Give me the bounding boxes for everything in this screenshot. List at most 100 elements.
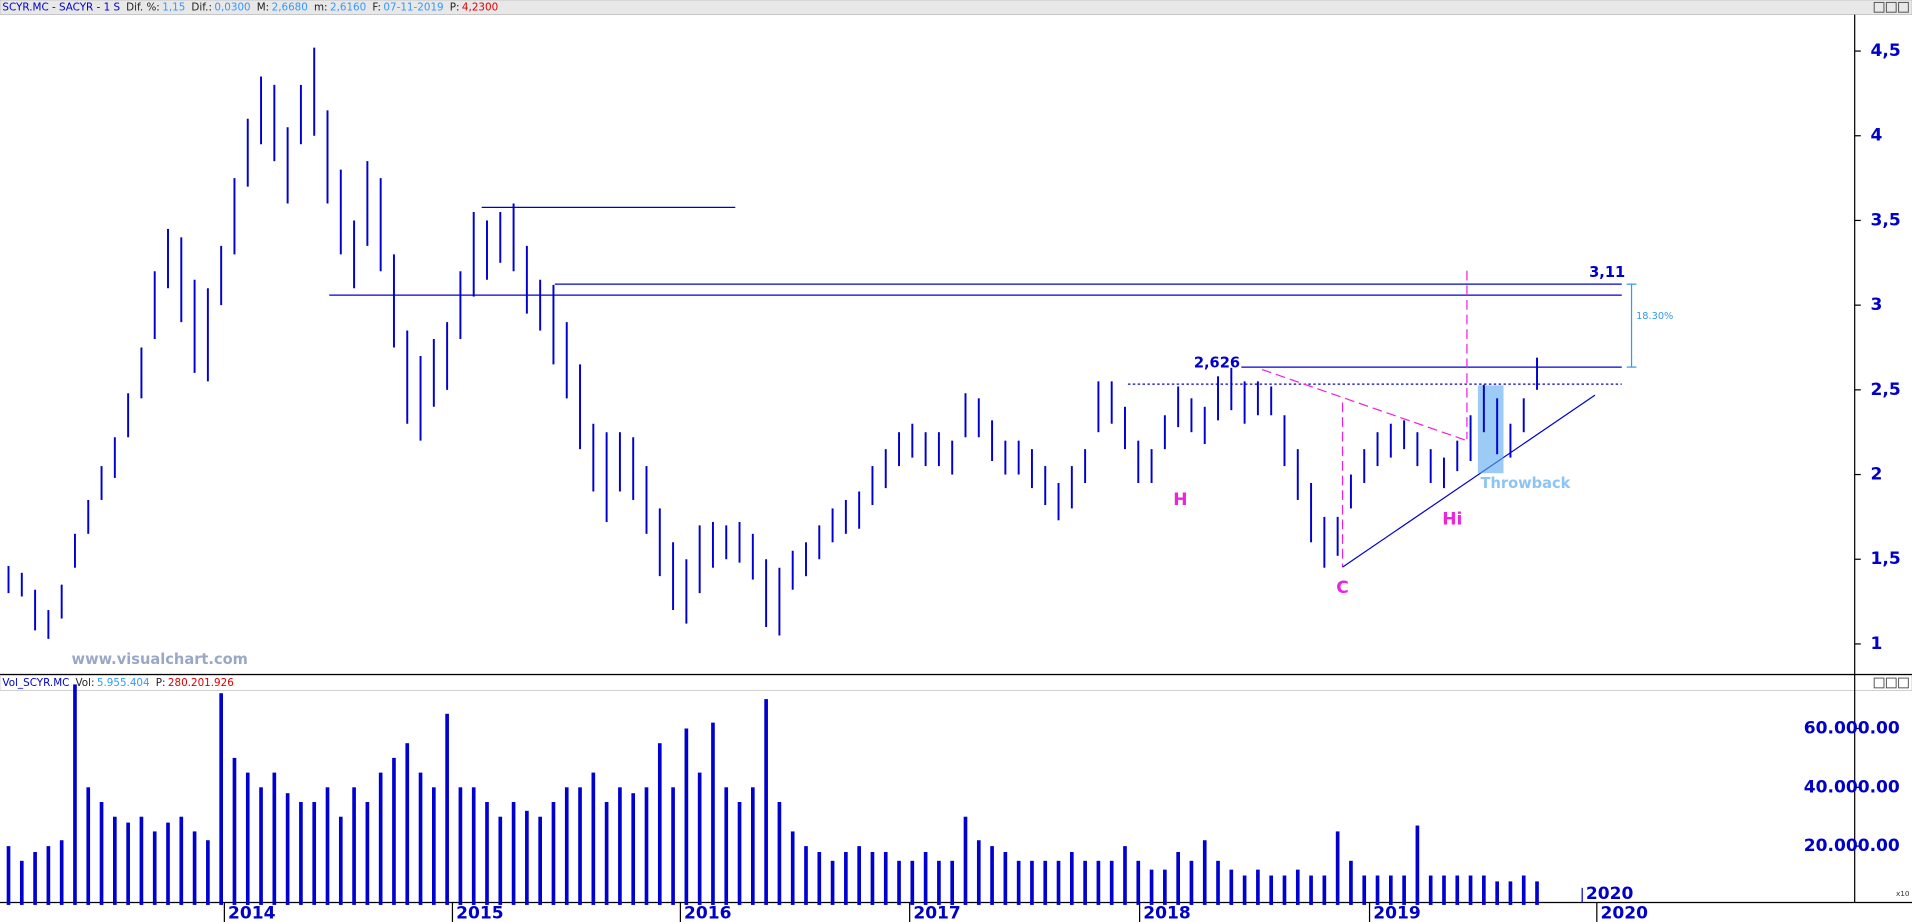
volume-bar xyxy=(179,816,184,905)
volume-bar xyxy=(937,860,941,905)
volume-bar xyxy=(1176,851,1180,905)
volume-bar xyxy=(551,802,556,905)
volume-bar xyxy=(232,757,237,905)
pane-header: Vol_SCYR.MC Vol: 5.955.404 P: 280.201.926 xyxy=(2,677,233,689)
volume-bar xyxy=(1069,851,1074,905)
minimize-button[interactable] xyxy=(1873,1,1885,13)
volume-bar xyxy=(19,860,24,905)
watermark: www.visualchart.com xyxy=(72,651,248,668)
volume-bar xyxy=(378,772,383,905)
close-button[interactable] xyxy=(1898,1,1909,13)
close-button[interactable] xyxy=(1898,677,1909,689)
volume-bar xyxy=(1149,869,1154,905)
pattern-line xyxy=(1261,368,1470,443)
volume-bar xyxy=(352,787,356,905)
header-field-label: P: xyxy=(450,1,460,13)
volume-bar xyxy=(312,802,317,905)
volume-bar xyxy=(1030,860,1034,905)
volume-bar xyxy=(671,787,675,905)
volume-bar xyxy=(1282,875,1287,905)
y-tick-label: 2,5 xyxy=(1871,380,1901,400)
volume-bar xyxy=(578,787,582,905)
throwback-zone xyxy=(1477,385,1504,474)
y-tick-label: 1,5 xyxy=(1871,549,1901,569)
volume-bar xyxy=(804,846,808,905)
annotation-label: 2,626 xyxy=(1194,354,1240,371)
volume-bar xyxy=(923,851,928,905)
volume-bar xyxy=(1189,860,1194,905)
volume-bar xyxy=(1056,860,1061,905)
volume-bar xyxy=(498,816,503,905)
header-field-value: 2,6680 xyxy=(272,1,308,13)
volume-bar xyxy=(365,802,370,905)
y-tick-label: 1 xyxy=(1871,634,1883,654)
volume-bar xyxy=(684,728,689,905)
volume-bar xyxy=(219,693,223,905)
volume-bar xyxy=(538,816,542,905)
minimize-button[interactable] xyxy=(1873,677,1885,689)
volume-bar xyxy=(1109,860,1114,905)
volume-bar xyxy=(1163,869,1167,905)
x-tick-label: 2020 xyxy=(1600,903,1648,922)
volume-bar xyxy=(126,822,130,905)
y-tick-label: 20.000.00 xyxy=(1804,836,1900,856)
volume-bar xyxy=(644,787,649,905)
window-buttons xyxy=(1873,1,1909,689)
volume-bar xyxy=(525,810,529,905)
volume-bar xyxy=(418,772,423,905)
volume-bar xyxy=(657,743,662,905)
volume-bar xyxy=(897,860,901,905)
volume-bar xyxy=(844,851,848,905)
header-field-label: Dif. %: xyxy=(126,1,160,13)
x-tick-label: 2017 xyxy=(913,903,960,922)
volume-bar xyxy=(285,793,290,905)
volume-bar xyxy=(1482,875,1486,905)
header-title: SCYR.MC - SACYR - 1 S xyxy=(2,1,120,13)
maximize-button[interactable] xyxy=(1885,677,1897,689)
volume-bar xyxy=(564,787,569,905)
volume-bar xyxy=(1402,875,1406,905)
volume-bar xyxy=(618,787,622,905)
volume-bar xyxy=(1123,846,1127,905)
volume-bar xyxy=(817,851,822,905)
header-field-label: P: xyxy=(156,677,166,689)
volume-bar xyxy=(299,802,303,905)
annotation-label: C xyxy=(1336,578,1349,598)
header-field-label: Vol: xyxy=(75,677,94,689)
x-tick-label: 2019 xyxy=(1373,903,1420,922)
y-tick-label: 2 xyxy=(1871,465,1883,485)
annotation-label: Throwback xyxy=(1481,475,1571,492)
volume-bar xyxy=(511,802,516,905)
volume-bar xyxy=(1468,875,1473,905)
volume-bar xyxy=(724,787,729,905)
annotation-label: 18.30% xyxy=(1636,311,1673,322)
volume-bar xyxy=(1375,875,1380,905)
scale-note: x10 xyxy=(1896,889,1910,898)
price-header-bar xyxy=(0,0,1912,15)
x-tick-label: 2018 xyxy=(1143,903,1190,922)
volume-bar xyxy=(1202,840,1207,905)
annotation-label: Hi xyxy=(1442,510,1462,530)
volume-bar xyxy=(777,802,782,905)
volume-bar xyxy=(591,772,596,905)
volume-bar xyxy=(1388,875,1393,905)
annotation-label: 3,11 xyxy=(1589,264,1625,281)
header-field-value: 5.955.404 xyxy=(97,677,150,689)
x-tick-label: 2016 xyxy=(684,903,731,922)
volume-bar xyxy=(1136,860,1141,905)
volume-bar xyxy=(697,772,702,905)
maximize-button[interactable] xyxy=(1885,1,1897,13)
volume-bar xyxy=(1295,869,1300,905)
header-field-label: F: xyxy=(372,1,381,13)
volume-bar xyxy=(1428,875,1433,905)
period-marker: 2020 xyxy=(1586,884,1634,904)
volume-bar xyxy=(245,772,250,905)
volume-bar xyxy=(1508,881,1513,905)
volume-bar xyxy=(1335,831,1340,905)
volume-bar xyxy=(631,793,636,905)
y-tick-label: 60.000.00 xyxy=(1804,719,1900,739)
header-field-value: 0,0300 xyxy=(214,1,250,13)
volume-bar xyxy=(1442,875,1446,905)
volume-bar xyxy=(870,851,875,905)
